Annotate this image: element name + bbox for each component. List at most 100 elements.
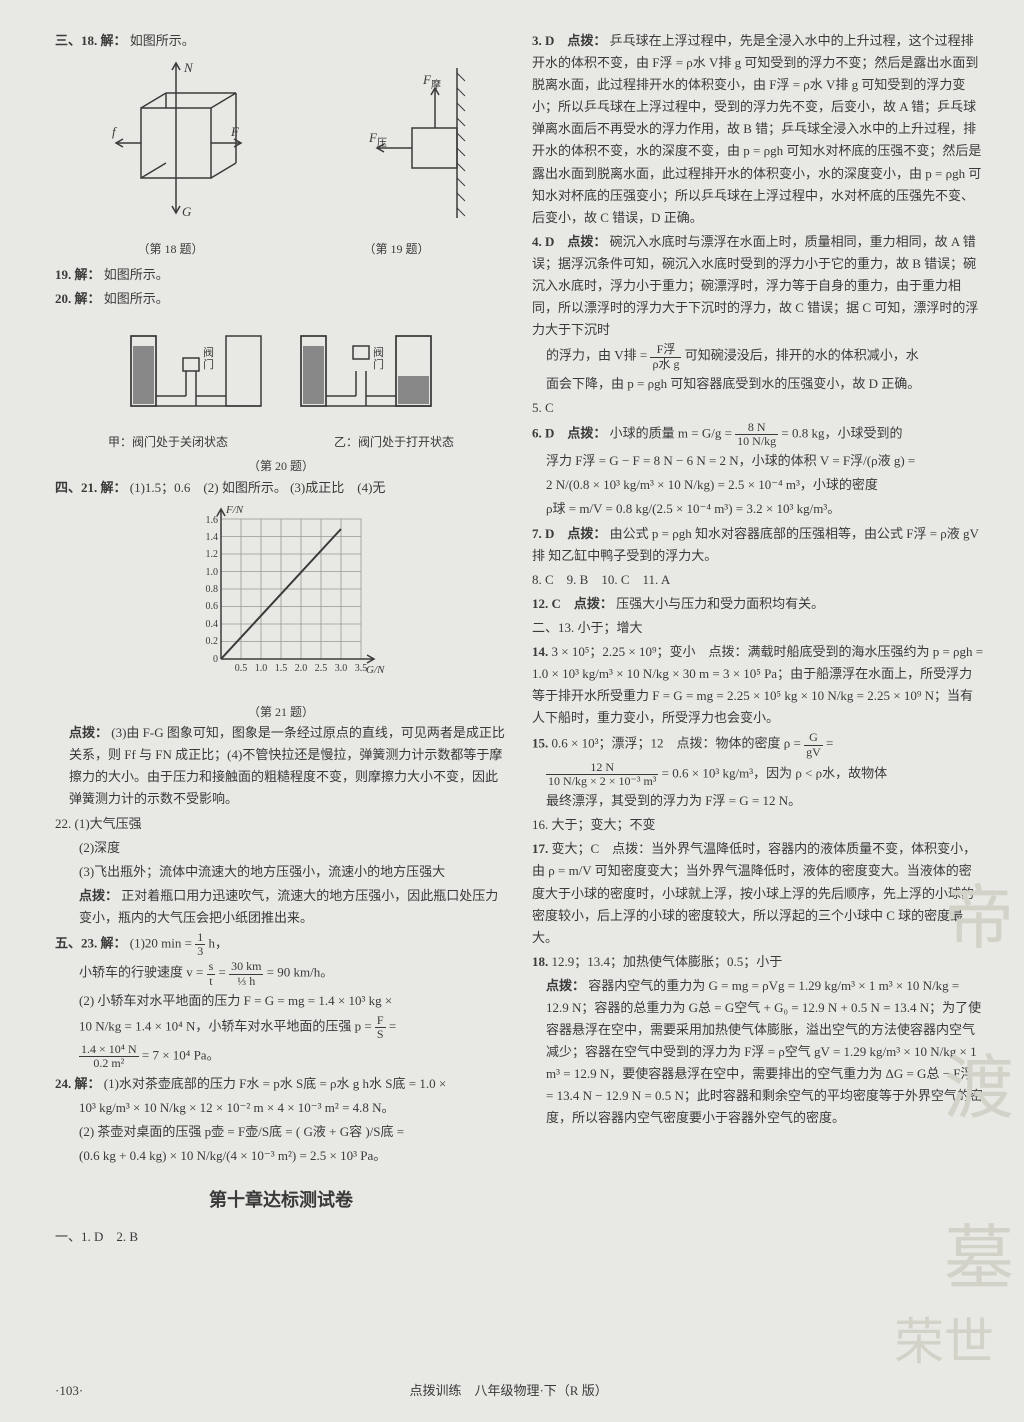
q4: 4. D 点拨： 碗沉入水底时与漂浮在水面上时，质量相同，重力相同，故 A 错误… — [532, 231, 984, 341]
dianbo-head: 点拨： — [69, 725, 108, 740]
page-number: ·103· — [55, 1380, 83, 1402]
svg-text:G/N: G/N — [366, 664, 385, 676]
svg-text:1.5: 1.5 — [275, 663, 288, 674]
q22-3: (3)飞出瓶外；流体中流速大的地方压强小，流速小的地方压强大 — [55, 861, 507, 883]
q12-text: 压强大小与压力和受力面积均有关。 — [616, 596, 824, 611]
q21-head: 四、21. 解： — [55, 480, 127, 495]
q6c: 2 N/(0.8 × 10³ kg/m³ × 10 N/kg) = 2.5 × … — [532, 474, 984, 496]
svg-text:阀: 阀 — [373, 345, 384, 359]
svg-text:0.6: 0.6 — [206, 601, 219, 612]
q18r: 18. 12.9；13.4；加热使气体膨胀；0.5；小于 — [532, 951, 984, 973]
frac-n: 30 km — [229, 960, 263, 974]
figure-20-sub-1: 甲：阀门处于关闭状态 — [108, 432, 228, 452]
q19-head: 19. 解： — [55, 267, 101, 282]
svg-text:2.0: 2.0 — [295, 663, 308, 674]
q19: 19. 解： 如图所示。 — [55, 264, 507, 286]
svg-text:0.2: 0.2 — [206, 636, 219, 647]
dianbo-text: (3)由 F-G 图象可知，图象是一条经过原点的直线，可见两者是成正比关系，则 … — [69, 725, 505, 806]
figures-18-19: N f — [55, 58, 507, 259]
q23-l2b: = — [219, 965, 230, 980]
q23-2: (2) 小轿车对水平地面的压力 F = G = mg = 1.4 × 10³ k… — [55, 990, 507, 1012]
frac-d: gV — [804, 746, 823, 759]
svg-text:f: f — [112, 124, 118, 139]
q23-2b: 10 N/kg = 1.4 × 10⁴ N，小轿车对水平地面的压强 p = FS… — [55, 1014, 507, 1041]
svg-text:1.2: 1.2 — [206, 549, 219, 560]
q15c: 最终漂浮，其受到的浮力为 F浮 = G = 12 N。 — [532, 790, 984, 812]
q20-text: 如图所示。 — [104, 291, 169, 306]
frac-d: 10 N/kg — [735, 435, 778, 448]
svg-text:1.4: 1.4 — [206, 532, 219, 543]
q24-2b: (0.6 kg + 0.4 kg) × 10 N/kg/(4 × 10⁻³ m²… — [55, 1145, 507, 1167]
svg-text:0.4: 0.4 — [206, 619, 219, 630]
q8-11: 8. C 9. B 10. C 11. A — [532, 569, 984, 591]
q12-head: 12. C 点拨： — [532, 596, 613, 611]
q24: 24. 解： (1)水对茶壶底部的压力 F水 = p水 S底 = ρ水 g h水… — [55, 1073, 507, 1095]
frac-d: ρ水 g — [650, 358, 681, 371]
q4b: 的浮力，由 V排 = F浮ρ水 g 可知碗浸没后，排开的水的体积减小，水 — [532, 343, 984, 370]
svg-text:摩: 摩 — [431, 78, 441, 91]
svg-text:N: N — [183, 60, 194, 75]
q4b-a: 的浮力，由 V排 = — [546, 348, 650, 363]
q23-2b-eq: = — [389, 1018, 396, 1033]
figure-19-caption: （第 19 题） — [327, 239, 467, 259]
svg-text:门: 门 — [203, 357, 214, 371]
q22-db-head: 点拨： — [79, 888, 118, 903]
q21: 四、21. 解： (1)1.5；0.6 (2) 如图所示。 (3)成正比 (4)… — [55, 477, 507, 499]
page-footer: ·103· 点拨训练 八年级物理·下（R 版） — [55, 1380, 984, 1402]
q7-head: 7. D 点拨： — [532, 526, 606, 541]
q22-dianbo: 点拨： 正对着瓶口用力迅速吹气，流速大的地方压强小，因此瓶口处压力变小，瓶内的大… — [55, 885, 507, 929]
q18-text: 如图所示。 — [130, 33, 195, 48]
q21-text: (1)1.5；0.6 (2) 如图所示。 (3)成正比 (4)无 — [130, 480, 386, 495]
svg-text:1.0: 1.0 — [206, 567, 219, 578]
figure-18-caption: （第 18 题） — [96, 239, 246, 259]
q5: 5. C — [532, 397, 984, 419]
row-1-2: 一、1. D 2. B — [55, 1226, 507, 1248]
q7: 7. D 点拨： 由公式 p = ρgh 知水对容器底部的压强相等，由公式 F浮… — [532, 523, 984, 567]
q23-2c-end: = 7 × 10⁴ Pa。 — [142, 1048, 220, 1063]
q17-head: 17. — [532, 841, 552, 856]
q15: 15. 0.6 × 10³；漂浮；12 点拨：物体的密度 ρ = GgV = — [532, 731, 984, 758]
q23-2c: 1.4 × 10⁴ N0.2 m² = 7 × 10⁴ Pa。 — [55, 1043, 507, 1070]
frac-n: G — [804, 731, 823, 745]
q12: 12. C 点拨： 压强大小与压力和受力面积均有关。 — [532, 593, 984, 615]
frac-n: 1.4 × 10⁴ N — [79, 1043, 139, 1057]
q17-text: 变大；C 点拨：当外界气温降低时，容器内的液体质量不变，体积变小，由 ρ = m… — [532, 841, 976, 944]
q15a-a: 0.6 × 10³；漂浮；12 点拨：物体的密度 ρ = — [552, 736, 805, 751]
svg-text:0.8: 0.8 — [206, 584, 219, 595]
svg-text:阀: 阀 — [203, 345, 214, 359]
q19-text: 如图所示。 — [104, 267, 169, 282]
svg-text:2.5: 2.5 — [315, 663, 328, 674]
frac-n: s — [207, 960, 216, 974]
q15b-b: = 0.6 × 10³ kg/m³，因为 ρ < ρ水，故物体 — [662, 765, 888, 780]
figure-18: N f — [96, 58, 246, 259]
chapter-title: 第十章达标测试卷 — [55, 1185, 507, 1216]
q6a-a: 小球的质量 m = G/g = — [610, 426, 736, 441]
q18b: 容器内空气的重力为 G = mg = ρVg = 1.29 kg/m³ × 1 … — [546, 978, 983, 1126]
q18-head: 三、18. 解： — [55, 33, 127, 48]
q4c: 面会下降，由 p = ρgh 可知容器底受到水的压强变小，故 D 正确。 — [532, 373, 984, 395]
right-column: 3. D 点拨： 乒乓球在上浮过程中，先是全浸入水中的上升过程，这个过程排开水的… — [532, 30, 984, 1372]
q15-head: 15. — [532, 736, 552, 751]
frac-n: F — [375, 1014, 386, 1028]
q4a: 碗沉入水底时与漂浮在水面上时，质量相同，重力相同，故 A 错误；据浮沉条件可知，… — [532, 234, 978, 337]
q21-dianbo: 点拨： (3)由 F-G 图象可知，图象是一条经过原点的直线，可见两者是成正比关… — [55, 722, 507, 810]
q23: 五、23. 解： (1)20 min = 13 h， — [55, 931, 507, 958]
q6a-b: = 0.8 kg，小球受到的 — [781, 426, 902, 441]
svg-text:压: 压 — [377, 137, 387, 149]
frac-d: t — [207, 975, 216, 988]
svg-text:F: F — [230, 124, 240, 139]
q22-1: 22. (1)大气压强 — [55, 813, 507, 835]
footer-title: 点拨训练 八年级物理·下（R 版） — [83, 1380, 934, 1402]
q23-2b-a: 10 N/kg = 1.4 × 10⁴ N，小轿车对水平地面的压强 p = — [79, 1018, 375, 1033]
q14-text: 3 × 10⁵；2.25 × 10⁹；变小 点拨：满载时船底受到的海水压强约为 … — [532, 644, 983, 725]
q15b: 12 N10 N/kg × 2 × 10⁻³ m³ = 0.6 × 10³ kg… — [532, 761, 984, 788]
q6: 6. D 点拨： 小球的质量 m = G/g = 8 N10 N/kg = 0.… — [532, 421, 984, 448]
svg-text:1.0: 1.0 — [255, 663, 268, 674]
figure-20: 阀 门 阀 — [55, 316, 507, 426]
q6d: ρ球 = m/V = 0.8 kg/(2.5 × 10⁻⁴ m³) = 3.2 … — [532, 498, 984, 520]
q23-l1a: (1)20 min = — [130, 936, 195, 951]
svg-text:门: 门 — [373, 357, 384, 371]
q18-db-head: 点拨： — [546, 978, 585, 993]
frac-d: ⅓ h — [229, 975, 263, 988]
svg-text:F/N: F/N — [225, 504, 244, 516]
